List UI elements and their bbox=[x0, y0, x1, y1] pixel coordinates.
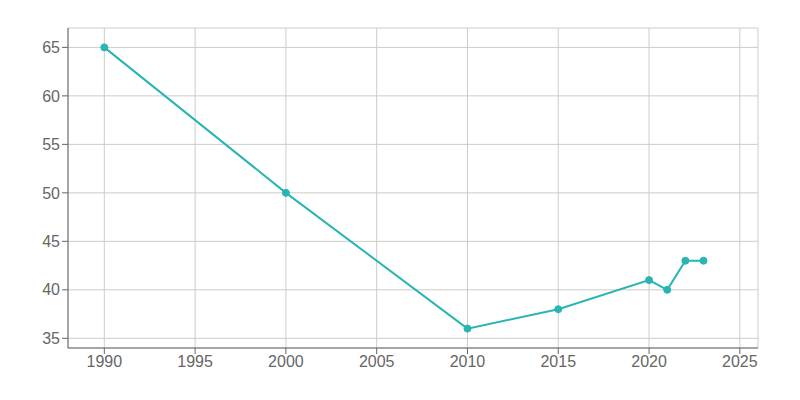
svg-text:40: 40 bbox=[42, 281, 60, 298]
svg-text:2015: 2015 bbox=[540, 353, 576, 370]
svg-text:55: 55 bbox=[42, 136, 60, 153]
svg-text:45: 45 bbox=[42, 233, 60, 250]
svg-text:65: 65 bbox=[42, 39, 60, 56]
svg-text:2005: 2005 bbox=[359, 353, 395, 370]
svg-text:2020: 2020 bbox=[631, 353, 667, 370]
svg-text:60: 60 bbox=[42, 88, 60, 105]
svg-text:2025: 2025 bbox=[722, 353, 758, 370]
svg-text:2000: 2000 bbox=[268, 353, 304, 370]
svg-text:50: 50 bbox=[42, 185, 60, 202]
svg-text:2010: 2010 bbox=[450, 353, 486, 370]
svg-text:1995: 1995 bbox=[177, 353, 213, 370]
svg-text:1990: 1990 bbox=[87, 353, 123, 370]
svg-text:35: 35 bbox=[42, 330, 60, 347]
